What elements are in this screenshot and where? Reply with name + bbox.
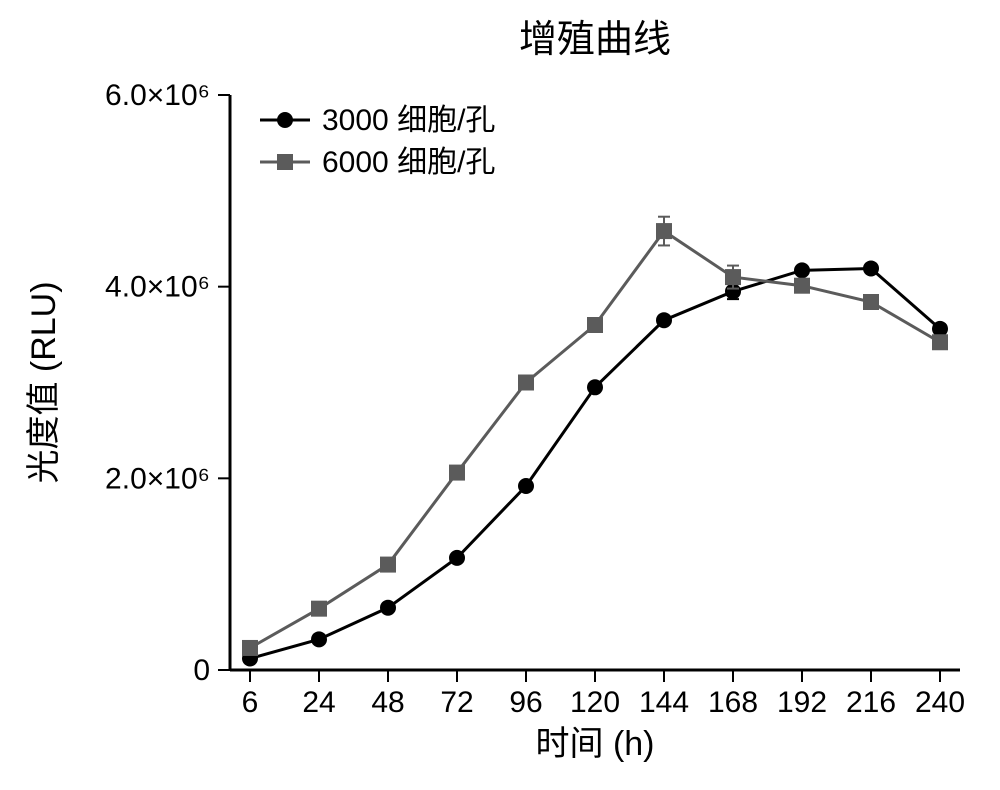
x-tick-label: 48: [371, 686, 404, 719]
x-tick-label: 192: [777, 686, 827, 719]
marker-circle: [311, 631, 327, 647]
marker-square: [656, 223, 672, 239]
legend-marker-square: [277, 154, 293, 170]
legend-marker-circle: [277, 112, 293, 128]
x-tick-label: 216: [846, 686, 896, 719]
marker-square: [380, 557, 396, 573]
marker-circle: [656, 312, 672, 328]
x-tick-label: 144: [639, 686, 689, 719]
marker-square: [242, 640, 258, 656]
x-tick-label: 240: [915, 686, 965, 719]
marker-square: [449, 465, 465, 481]
marker-circle: [449, 550, 465, 566]
y-tick-label: 6.0×10⁶: [105, 79, 210, 112]
marker-square: [587, 317, 603, 333]
x-axis-label: 时间 (h): [536, 725, 655, 763]
marker-square: [932, 334, 948, 350]
marker-square: [794, 278, 810, 294]
x-tick-label: 6: [242, 686, 259, 719]
x-tick-label: 168: [708, 686, 758, 719]
marker-square: [725, 269, 741, 285]
marker-circle: [380, 600, 396, 616]
series-line-1: [250, 231, 940, 648]
y-tick-label: 4.0×10⁶: [105, 271, 210, 304]
chart-svg: 增殖曲线 0 2.0×10⁶ 4.0×10⁶ 6.0×10⁶ 6 24 48 72 96 120 14…: [0, 0, 1000, 790]
x-tick-label: 96: [509, 686, 542, 719]
legend-label: 6000 细胞/孔: [322, 146, 495, 179]
proliferation-chart: 增殖曲线 0 2.0×10⁶ 4.0×10⁶ 6.0×10⁶ 6 24 48 72 96 120 14…: [0, 0, 1000, 790]
y-axis-label: 光度值 (RLU): [25, 281, 63, 483]
x-tick-label: 72: [440, 686, 473, 719]
marker-circle: [587, 379, 603, 395]
chart-title: 增殖曲线: [519, 19, 671, 61]
marker-square: [311, 601, 327, 617]
y-tick-label: 2.0×10⁶: [105, 462, 210, 495]
marker-square: [863, 294, 879, 310]
x-tick-label: 120: [570, 686, 620, 719]
marker-circle: [863, 260, 879, 276]
legend-label: 3000 细胞/孔: [322, 104, 495, 137]
y-tick-label: 0: [193, 654, 210, 687]
marker-square: [518, 375, 534, 391]
marker-circle: [518, 478, 534, 494]
marker-circle: [794, 262, 810, 278]
x-tick-label: 24: [302, 686, 335, 719]
